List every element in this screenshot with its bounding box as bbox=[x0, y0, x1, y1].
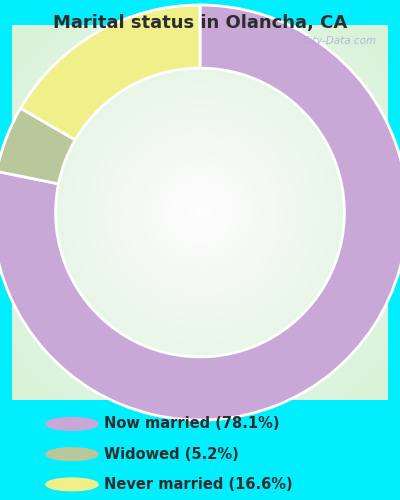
Text: City-Data.com: City-Data.com bbox=[302, 36, 377, 46]
Circle shape bbox=[46, 478, 98, 490]
Wedge shape bbox=[0, 5, 400, 420]
Text: Widowed (5.2%): Widowed (5.2%) bbox=[104, 446, 239, 462]
Text: Never married (16.6%): Never married (16.6%) bbox=[104, 477, 293, 492]
Circle shape bbox=[46, 448, 98, 460]
Circle shape bbox=[46, 418, 98, 430]
Text: Marital status in Olancha, CA: Marital status in Olancha, CA bbox=[53, 14, 347, 32]
Wedge shape bbox=[0, 108, 75, 184]
Wedge shape bbox=[20, 5, 200, 140]
Text: Now married (78.1%): Now married (78.1%) bbox=[104, 416, 280, 432]
